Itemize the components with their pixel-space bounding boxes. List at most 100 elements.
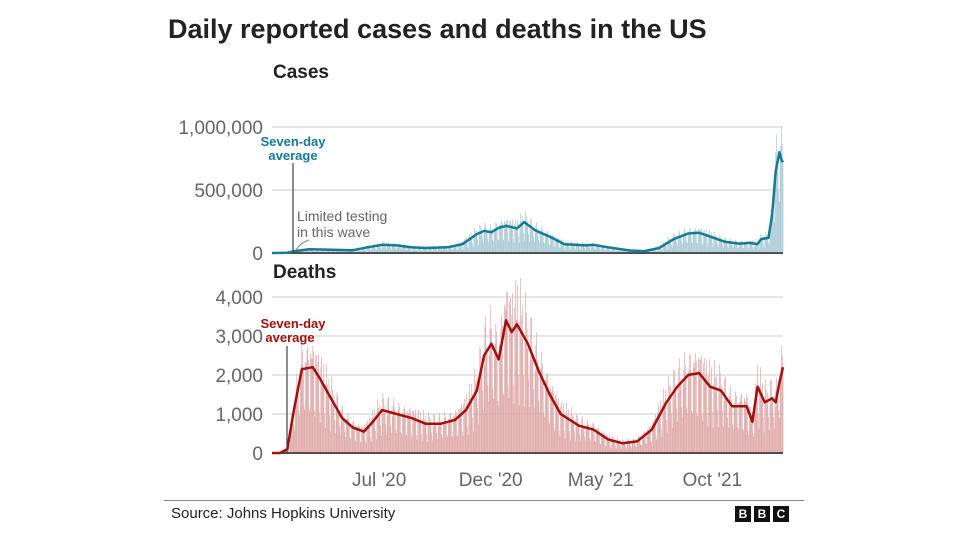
daily-bar (767, 235, 769, 253)
daily-bar (412, 411, 414, 453)
logo-block: B (754, 506, 770, 522)
daily-bar (624, 441, 626, 453)
daily-bar (569, 247, 570, 253)
daily-bar (740, 241, 742, 253)
daily-bar (614, 445, 616, 453)
daily-bar (502, 223, 503, 253)
daily-bar (335, 433, 336, 453)
daily-bar (346, 249, 348, 253)
daily-bar (695, 227, 696, 253)
daily-bar (769, 404, 771, 453)
daily-bar (745, 242, 747, 253)
daily-bar (674, 234, 675, 253)
daily-bar (598, 243, 599, 253)
daily-bar (668, 375, 669, 453)
daily-bar (557, 400, 559, 453)
daily-bar (457, 249, 459, 253)
daily-bar (776, 377, 777, 453)
daily-bar (483, 243, 484, 253)
daily-bar (664, 406, 666, 453)
daily-bar (676, 421, 678, 453)
daily-bar (575, 426, 577, 453)
daily-bar (316, 371, 318, 453)
daily-bar (617, 440, 619, 453)
daily-bar (555, 394, 556, 453)
daily-bar (303, 405, 305, 453)
daily-bar (576, 241, 578, 253)
daily-bar (757, 241, 758, 253)
daily-bar (739, 242, 741, 253)
daily-bar (598, 427, 599, 453)
daily-bar (754, 240, 756, 253)
daily-bar (407, 245, 408, 253)
daily-bar (389, 244, 390, 253)
daily-bar (615, 448, 617, 453)
daily-bar (362, 427, 363, 453)
daily-bar (663, 388, 664, 453)
daily-bar (355, 251, 357, 253)
daily-bar (450, 245, 451, 253)
daily-bar (363, 247, 365, 253)
daily-bar (338, 410, 340, 453)
daily-bar (687, 232, 689, 253)
daily-bar (620, 446, 621, 453)
daily-bar (491, 328, 492, 453)
daily-bar (479, 346, 481, 453)
daily-bar (531, 355, 533, 453)
daily-bar (760, 234, 761, 253)
daily-bar (410, 245, 411, 253)
daily-bar (515, 280, 516, 453)
daily-bar (439, 412, 441, 453)
daily-bar (601, 432, 603, 453)
daily-bar (411, 437, 413, 453)
daily-bar (738, 429, 739, 453)
daily-bar (496, 223, 497, 253)
daily-bar (555, 396, 557, 453)
daily-bar (483, 233, 485, 253)
daily-bar (289, 445, 290, 453)
daily-bar (749, 240, 751, 253)
daily-bar (540, 367, 542, 453)
daily-bar (530, 218, 532, 253)
daily-bar (563, 247, 565, 253)
daily-bar (636, 441, 638, 453)
daily-bar (726, 241, 728, 253)
daily-bar (596, 244, 598, 253)
chart-title: Daily reported cases and deaths in the U… (168, 14, 707, 44)
daily-bar (395, 248, 397, 253)
daily-bar (720, 241, 722, 253)
daily-bar (431, 249, 432, 253)
daily-bar (730, 399, 732, 453)
daily-bar (445, 247, 447, 253)
daily-bar (574, 249, 576, 253)
daily-bar (340, 250, 342, 253)
daily-bar (526, 312, 527, 453)
daily-bar (768, 430, 770, 453)
daily-bar (432, 250, 433, 253)
daily-bar (751, 241, 753, 253)
daily-bar (556, 239, 558, 253)
daily-bar (321, 249, 323, 253)
daily-bar (552, 386, 553, 453)
daily-bar (775, 390, 777, 453)
daily-bar (415, 409, 416, 453)
daily-bar (456, 435, 458, 453)
y-tick-label: 1,000 (215, 405, 263, 426)
daily-bar (590, 248, 591, 253)
y-tick-label: 3,000 (215, 327, 263, 348)
daily-bar (672, 240, 674, 253)
daily-bar (612, 246, 613, 253)
daily-bar (596, 430, 598, 453)
daily-bar (704, 378, 706, 453)
daily-bar (723, 400, 725, 453)
y-tick-label: 0 (252, 444, 263, 465)
daily-bar (601, 244, 602, 253)
daily-bar (558, 430, 560, 453)
daily-bar (398, 243, 400, 253)
daily-bar (362, 247, 363, 253)
daily-bar (768, 244, 770, 253)
daily-bar (760, 387, 762, 453)
daily-bar (701, 355, 702, 453)
daily-bar (537, 370, 539, 453)
logo-block: C (773, 506, 789, 522)
